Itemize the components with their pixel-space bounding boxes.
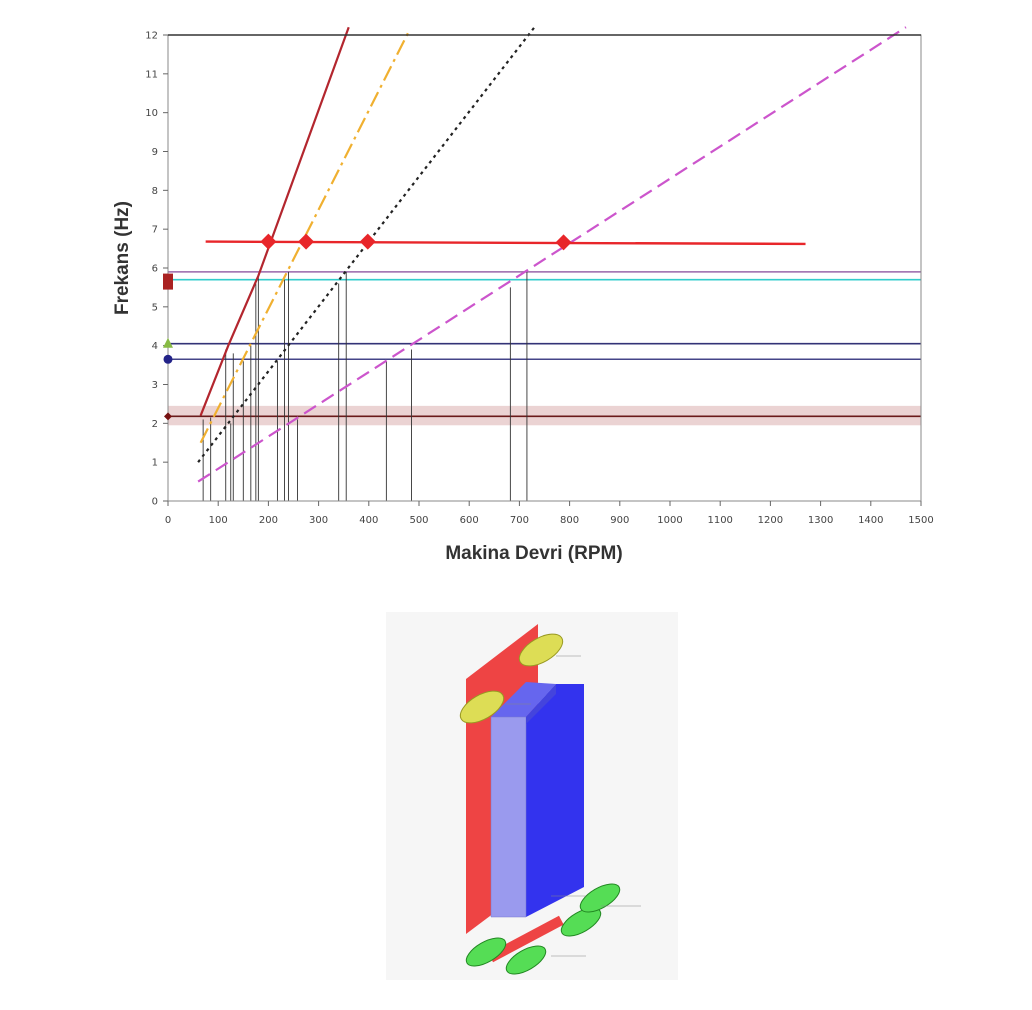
axis-marker-diamond-icon — [164, 412, 172, 421]
plot-border — [167, 34, 922, 502]
y-tick-label: 10 — [145, 108, 158, 119]
x-tick-label: 600 — [460, 515, 479, 526]
natural-frequency-lines — [168, 271, 921, 418]
y-tick-label: 12 — [145, 31, 158, 42]
x-tick-label: 1400 — [858, 515, 883, 526]
operating-point-marker — [260, 233, 277, 250]
operating-point-marker — [555, 234, 572, 251]
y-tick-label: 3 — [152, 380, 158, 391]
axis-marker-circle-icon — [163, 354, 173, 364]
x-axis-title: Makina Devri (RPM) — [445, 543, 622, 564]
y-tick-label: 1 — [152, 458, 158, 469]
y-tick-label: 5 — [152, 302, 158, 313]
x-tick-label: 0 — [165, 515, 171, 526]
blue-block-top-edge — [526, 684, 556, 724]
y-tick-label: 0 — [152, 497, 158, 508]
bottom-bearing-left-icon — [465, 937, 507, 967]
blue-block-top — [491, 682, 556, 717]
axis-marker-square-icon — [163, 273, 173, 290]
x-tick-label: 200 — [259, 515, 278, 526]
bottom-bearing-far-icon — [579, 883, 621, 913]
bottom-bearing-red — [488, 915, 564, 963]
x-tick-label: 300 — [309, 515, 328, 526]
excitation-line-solid — [199, 26, 350, 416]
y-tick-label: 7 — [152, 225, 158, 236]
x-tick-label: 100 — [209, 515, 228, 526]
operating-point-marker — [298, 233, 315, 250]
y-tick-label: 8 — [152, 186, 158, 197]
operating-line — [205, 240, 806, 246]
x-tick-label: 800 — [560, 515, 579, 526]
y-tick-label: 2 — [152, 419, 158, 430]
x-tick-label: 1300 — [808, 515, 833, 526]
x-tick-label: 1100 — [707, 515, 732, 526]
y-tick-label: 11 — [145, 69, 158, 80]
campbell-diagram: 0 100 200 300 400 500 600 700 800 900 1000 1100 1200… — [112, 26, 934, 564]
y-tick-label: 4 — [152, 341, 158, 352]
operating-point-marker — [359, 233, 376, 250]
x-axis-ticks: 0 100 200 300 400 500 600 700 800 900 1000 1100 1200… — [165, 501, 934, 526]
top-bearing-left-icon — [459, 690, 505, 724]
blue-block-side — [526, 684, 584, 917]
intersection-drop-lines — [202, 271, 528, 501]
structure-3d-model — [386, 612, 678, 980]
x-tick-label: 1000 — [657, 515, 682, 526]
operating-line-layer — [205, 233, 806, 251]
x-tick-label: 400 — [359, 515, 378, 526]
y-tick-label: 6 — [152, 264, 158, 275]
excitation-line-dashed — [197, 26, 907, 483]
bottom-bearing-center-icon — [505, 945, 547, 975]
bottom-bearing-right-icon — [560, 907, 602, 937]
x-tick-label: 700 — [510, 515, 529, 526]
axis-markers — [163, 273, 173, 421]
y-tick-label: 9 — [152, 147, 158, 158]
y-axis-title: Frekans (Hz) — [112, 201, 133, 315]
axis-marker-triangle-icon — [163, 337, 173, 348]
model-drawing — [459, 624, 641, 975]
plot-frame — [167, 34, 922, 502]
excitation-line-dashdot — [199, 30, 410, 444]
light-block-front — [490, 716, 527, 918]
x-tick-label: 1200 — [758, 515, 783, 526]
x-tick-label: 900 — [610, 515, 629, 526]
x-tick-label: 500 — [409, 515, 428, 526]
top-bearing-right-icon — [518, 633, 564, 667]
x-tick-label: 1500 — [908, 515, 933, 526]
